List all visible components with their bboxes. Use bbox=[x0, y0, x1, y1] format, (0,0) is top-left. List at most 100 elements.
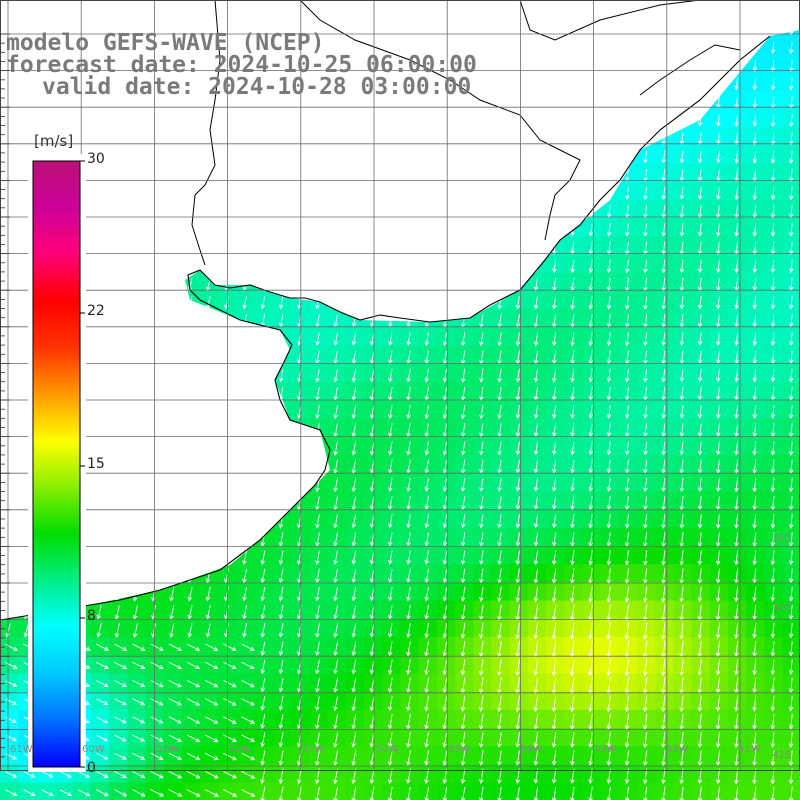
wind-arrow bbox=[588, 786, 593, 800]
wind-arrow bbox=[497, 732, 502, 748]
wind-arrow bbox=[406, 750, 411, 767]
wind-arrow bbox=[168, 770, 183, 779]
wind-arrow bbox=[533, 550, 539, 566]
wind-arrow bbox=[661, 604, 666, 622]
wind-arrow bbox=[406, 641, 411, 657]
wind-arrow bbox=[442, 496, 448, 511]
wind-arrow bbox=[278, 605, 284, 620]
wind-arrow bbox=[205, 586, 211, 602]
wind-arrow bbox=[533, 332, 539, 347]
wind-arrow bbox=[95, 789, 109, 797]
wind-arrow bbox=[260, 623, 266, 638]
wind-arrow bbox=[679, 658, 684, 676]
wind-arrow bbox=[697, 786, 703, 800]
wind-arrow bbox=[752, 332, 758, 346]
wind-arrow bbox=[661, 459, 666, 474]
wind-arrow bbox=[96, 604, 102, 620]
wind-arrow bbox=[661, 187, 666, 201]
wind-arrow bbox=[424, 550, 430, 565]
wind-arrow bbox=[223, 643, 237, 651]
wind-arrow bbox=[770, 259, 776, 274]
wind-arrow bbox=[351, 532, 357, 547]
wind-arrow bbox=[551, 658, 557, 677]
wind-arrow bbox=[642, 586, 648, 603]
wind-arrow bbox=[624, 676, 630, 695]
wind-arrow bbox=[296, 768, 302, 785]
wind-arrow bbox=[788, 732, 794, 748]
wind-arrow bbox=[23, 789, 36, 797]
wind-arrow bbox=[424, 514, 430, 529]
wind-arrow bbox=[369, 641, 375, 657]
wind-arrow bbox=[588, 496, 594, 511]
wind-arrow bbox=[278, 659, 284, 675]
wind-arrow bbox=[406, 786, 411, 800]
wind-arrow bbox=[406, 623, 411, 639]
wind-arrow bbox=[715, 205, 721, 219]
wind-arrow bbox=[734, 713, 739, 730]
wind-arrow bbox=[351, 405, 357, 420]
wind-arrow bbox=[95, 661, 109, 669]
wind-arrow bbox=[369, 713, 375, 730]
wind-arrow bbox=[752, 150, 758, 164]
wind-arrow bbox=[424, 604, 429, 620]
wind-arrow bbox=[624, 441, 630, 456]
wind-arrow bbox=[770, 623, 776, 639]
wind-arrow bbox=[204, 752, 219, 761]
colorbar-tick: 30 bbox=[87, 151, 105, 167]
wind-arrow bbox=[314, 714, 320, 730]
wind-arrow bbox=[679, 168, 685, 182]
wind-arrow bbox=[569, 640, 575, 659]
wind-arrow bbox=[734, 586, 739, 603]
wind-arrow bbox=[315, 532, 320, 547]
wind-arrow bbox=[770, 750, 776, 767]
wind-arrow bbox=[351, 786, 357, 800]
wind-arrow bbox=[752, 659, 757, 676]
lon-label: 52W bbox=[228, 744, 251, 755]
wind-arrow bbox=[588, 768, 593, 785]
colorbar-tick: 15 bbox=[87, 456, 105, 472]
wind-arrow bbox=[497, 586, 502, 603]
wind-arrow bbox=[606, 477, 612, 492]
wind-arrow bbox=[169, 586, 175, 602]
wind-arrow bbox=[679, 695, 684, 713]
wind-arrow bbox=[460, 695, 466, 712]
wind-arrow bbox=[442, 405, 448, 420]
wind-arrow bbox=[788, 695, 794, 712]
wind-arrow bbox=[369, 568, 375, 584]
wind-arrow bbox=[442, 477, 448, 493]
wind-arrow bbox=[770, 732, 776, 748]
wind-arrow bbox=[406, 405, 411, 420]
wind-arrow bbox=[715, 659, 721, 676]
lon-label: 51W bbox=[738, 744, 761, 755]
wind-arrow bbox=[715, 550, 721, 566]
wind-arrow bbox=[150, 770, 164, 779]
wind-arrow bbox=[606, 550, 612, 566]
wind-speed-cell bbox=[54, 782, 74, 800]
wind-arrow bbox=[278, 623, 284, 638]
wind-arrow bbox=[661, 332, 666, 347]
wind-arrow bbox=[734, 114, 739, 128]
wind-arrow bbox=[351, 732, 357, 748]
wind-arrow bbox=[588, 514, 593, 529]
wind-arrow bbox=[788, 441, 794, 456]
wind-arrow bbox=[241, 752, 256, 761]
wind-arrow bbox=[569, 604, 575, 622]
wind-arrow bbox=[479, 550, 484, 566]
wind-arrow bbox=[315, 659, 320, 675]
wind-arrow bbox=[533, 786, 539, 800]
wind-arrow bbox=[643, 459, 648, 474]
wind-arrow bbox=[552, 441, 557, 456]
wind-arrow bbox=[624, 405, 630, 419]
wind-arrow bbox=[4, 661, 18, 669]
wind-arrow bbox=[186, 661, 201, 670]
wind-arrow bbox=[114, 752, 127, 760]
wind-arrow bbox=[41, 771, 54, 778]
wind-arrow bbox=[387, 477, 393, 493]
wind-arrow bbox=[752, 59, 758, 73]
wind-arrow bbox=[132, 698, 146, 706]
wind-arrow bbox=[406, 514, 411, 529]
wind-arrow bbox=[752, 96, 758, 109]
wind-arrow bbox=[406, 695, 411, 712]
wind-arrow bbox=[697, 622, 703, 640]
wind-arrow bbox=[716, 168, 721, 182]
